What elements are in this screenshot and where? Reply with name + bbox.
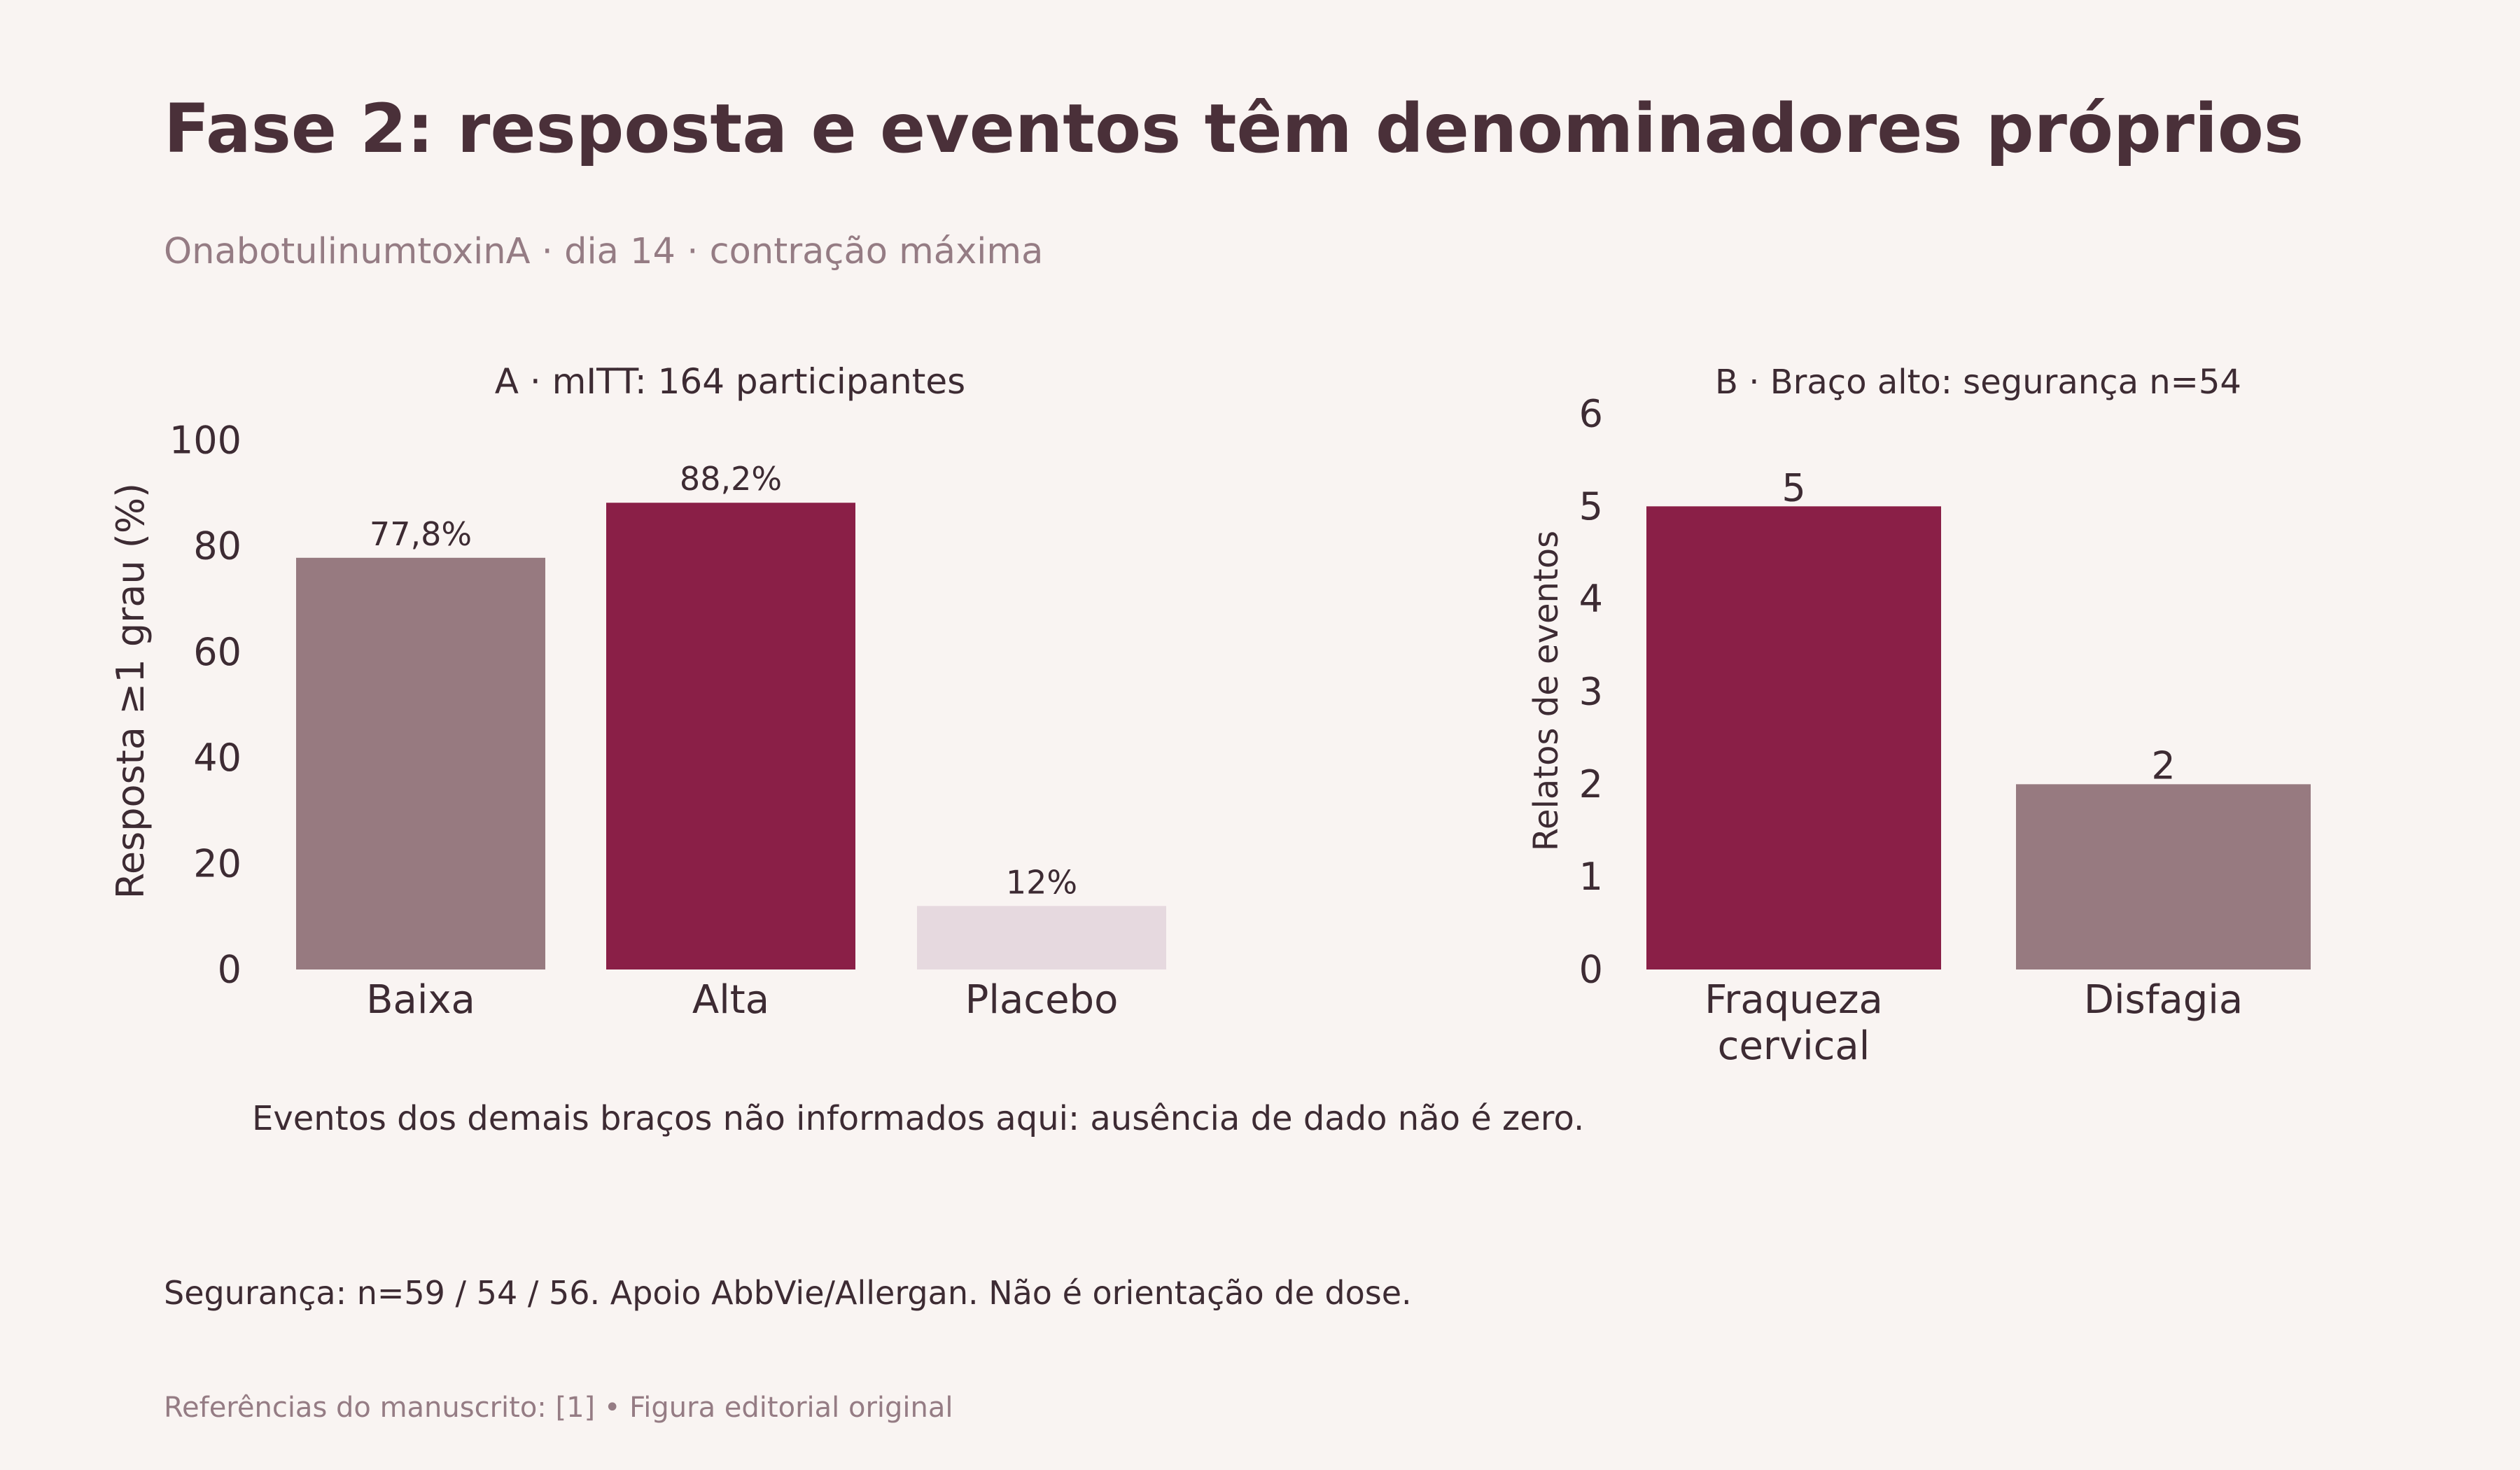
panel-b-y-tick-label: 6 <box>1579 392 1603 436</box>
panel-a-category-label: Placebo <box>965 977 1119 1023</box>
panel-b-y-tick-label: 4 <box>1579 577 1603 621</box>
panel-b-y-tick-label: 5 <box>1579 484 1603 528</box>
panel-b-bar <box>1646 506 1941 969</box>
panel-b-y-tick-label: 3 <box>1579 670 1603 714</box>
panel-a-category-label: Baixa <box>366 977 475 1023</box>
panel-a-y-tick-label: 80 <box>193 524 241 568</box>
panel-a-bar <box>296 557 545 969</box>
page-title: Fase 2: resposta e eventos têm denominad… <box>164 90 2304 168</box>
panel-b-y-tick-label: 1 <box>1579 855 1603 899</box>
panel-a-value-label: 88,2% <box>680 460 782 498</box>
panel-a-y-tick-label: 20 <box>193 841 241 886</box>
panel-a-value-label: 77,8% <box>370 515 472 553</box>
panel-b-y-tick-label: 2 <box>1579 762 1603 806</box>
panel-a-y-tick-label: 40 <box>193 736 241 780</box>
panel-a-bar <box>917 906 1166 969</box>
panel-b-y-tick-label: 0 <box>1579 948 1603 992</box>
panel-b-category-label: Fraqueza <box>1704 977 1883 1023</box>
panel-b-category-label: cervical <box>1718 1023 1870 1069</box>
panel-a-category-label: Alta <box>692 977 769 1023</box>
panel-b-category-label: Disfagia <box>2084 977 2243 1023</box>
panel-b-bar <box>2016 784 2311 969</box>
panel-a-y-tick-label: 60 <box>193 630 241 674</box>
panel-a-y-axis-label: Resposta ≥1 grau (%) <box>108 483 153 899</box>
panel-b-value-label: 5 <box>1782 465 1805 510</box>
references-text: Referências do manuscrito: [1] • Figura … <box>164 1392 953 1424</box>
footer-text: Segurança: n=59 / 54 / 56. Apoio AbbVie/… <box>164 1274 1412 1312</box>
data-note: Eventos dos demais braços não informados… <box>252 1099 1585 1138</box>
panel-a-title: A · mITT: 164 participantes <box>495 361 965 402</box>
panel-a-value-label: 12% <box>1006 863 1077 901</box>
panel-a-y-tick-label: 100 <box>169 419 241 463</box>
panel-a-y-tick-label: 0 <box>218 948 241 992</box>
panel-b-value-label: 2 <box>2151 743 2175 788</box>
panel-b-title: B · Braço alto: segurança n=54 <box>1715 363 2241 402</box>
panel-a-bar <box>606 503 855 969</box>
page-subtitle: OnabotulinumtoxinA · dia 14 · contração … <box>164 231 1044 272</box>
panel-b-y-axis-label: Relatos de eventos <box>1527 531 1566 851</box>
